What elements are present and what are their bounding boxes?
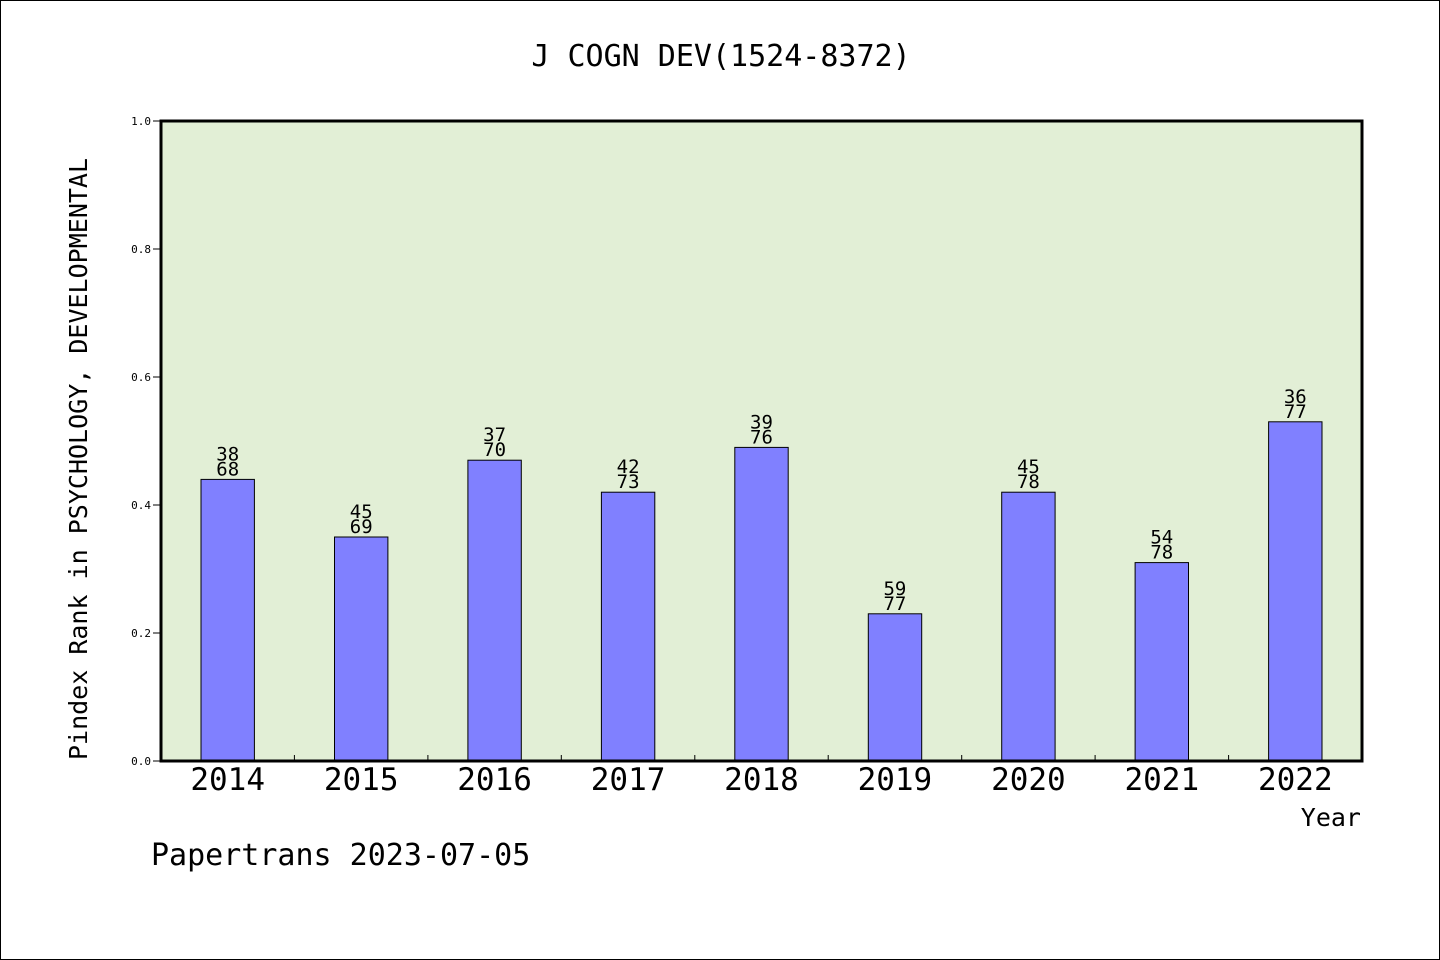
x-tick-label: 2015 — [324, 762, 399, 798]
x-tick-label: 2014 — [190, 762, 265, 798]
bar-label-top: 37 — [483, 424, 506, 446]
plot-frame — [159, 119, 1364, 763]
y-tick-label: 0.4 — [131, 499, 151, 512]
bar-2021 — [1134, 562, 1189, 762]
x-tick-label: 2016 — [457, 762, 532, 798]
bar-label-top: 45 — [1017, 456, 1040, 478]
bar-2015 — [334, 536, 389, 762]
footer-credit: Papertrans 2023-07-05 — [151, 838, 530, 873]
y-tick-label: 0.0 — [131, 755, 151, 768]
x-tick-label: 2019 — [858, 762, 933, 798]
chart-title: J COGN DEV(1524-8372) — [531, 39, 910, 74]
bar-label-bottom: 76 — [750, 426, 773, 448]
bar-2016 — [467, 459, 522, 762]
bar-2018 — [734, 446, 789, 762]
bar-label-top: 42 — [617, 456, 640, 478]
bar-label-bottom: 77 — [1284, 401, 1307, 423]
bar-label-bottom: 78 — [1150, 542, 1173, 564]
bar-label-bottom: 77 — [883, 593, 906, 615]
bar-label-top: 38 — [216, 443, 239, 465]
x-axis-ticks: 2014 2015 2016 2017 2018 2019 2020 2021 2022 — [190, 755, 1333, 798]
y-tick-label: 0.2 — [131, 627, 151, 640]
bar-label-bottom: 73 — [617, 471, 640, 493]
bar-label-top: 54 — [1150, 527, 1173, 549]
bar-label-top: 36 — [1284, 386, 1307, 408]
bar-2017 — [600, 491, 656, 762]
bar-label-top: 39 — [750, 411, 773, 433]
bar-2020 — [1001, 491, 1056, 762]
bar-2014 — [200, 478, 255, 762]
y-axis-ticks: 0.0 0.2 0.4 0.6 0.8 1.0 — [131, 115, 161, 768]
y-tick-label: 1.0 — [131, 115, 151, 128]
bar-label-bottom: 78 — [1017, 471, 1040, 493]
x-tick-label: 2017 — [591, 762, 666, 798]
bar-2022 — [1268, 421, 1323, 762]
y-tick-label: 0.6 — [131, 371, 151, 384]
x-axis-label: Year — [1301, 803, 1361, 832]
bar-label-bottom: 70 — [483, 439, 506, 461]
x-tick-label: 2020 — [991, 762, 1066, 798]
bar-label-top: 45 — [350, 501, 373, 523]
y-axis-label: Pindex Rank in PSYCHOLOGY, DEVELOPMENTAL — [64, 158, 93, 760]
x-tick-label: 2021 — [1124, 762, 1199, 798]
bar-label-bottom: 68 — [216, 458, 239, 480]
bar-label-top: 59 — [883, 578, 906, 600]
bar-2019 — [867, 613, 923, 762]
y-tick-label: 0.8 — [131, 243, 151, 256]
x-tick-label: 2018 — [724, 762, 799, 798]
x-tick-label: 2022 — [1258, 762, 1333, 798]
bar-label-bottom: 69 — [350, 516, 373, 538]
